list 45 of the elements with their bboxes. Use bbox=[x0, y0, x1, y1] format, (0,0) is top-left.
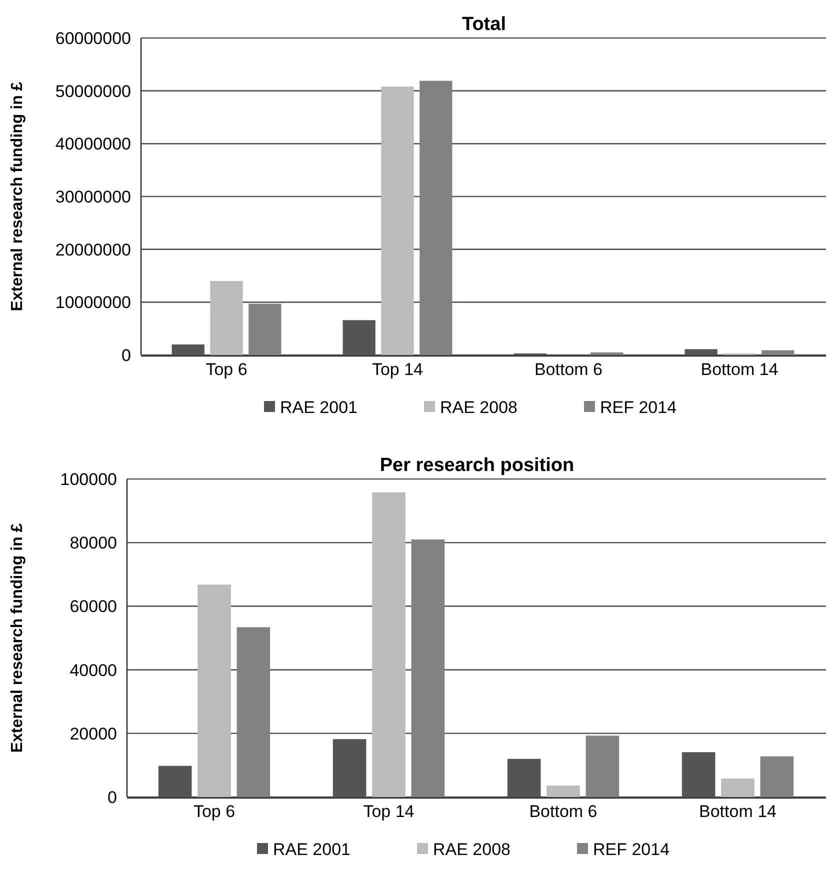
bar bbox=[721, 778, 754, 797]
bar bbox=[762, 350, 794, 355]
y-tick-label: 100000 bbox=[60, 470, 117, 489]
legend-label: RAE 2001 bbox=[280, 398, 358, 417]
x-tick-label: Top 14 bbox=[372, 360, 424, 379]
legend-label: RAE 2008 bbox=[440, 398, 518, 417]
x-tick-label: Top 6 bbox=[193, 802, 236, 821]
y-tick-label: 40000 bbox=[70, 660, 117, 680]
legend-label: RAE 2001 bbox=[273, 840, 350, 859]
y-tick-label: 20000 bbox=[70, 724, 117, 744]
y-axis-title: External research funding in £ bbox=[9, 523, 26, 753]
y-tick-label: 10000000 bbox=[55, 293, 131, 312]
chart-title: Total bbox=[462, 14, 506, 35]
bar bbox=[248, 304, 282, 355]
x-tick-label: Top 6 bbox=[206, 360, 248, 379]
y-tick-label: 60000 bbox=[70, 597, 117, 616]
x-tick-label: Bottom 14 bbox=[699, 802, 776, 821]
bar bbox=[586, 736, 620, 797]
y-tick-label: 0 bbox=[122, 346, 131, 365]
x-tick-label: Bottom 6 bbox=[534, 360, 603, 379]
bar bbox=[210, 281, 243, 355]
chart-title: Per research position bbox=[380, 455, 574, 476]
y-tick-label: 50000000 bbox=[55, 82, 131, 101]
y-tick-label: 60000000 bbox=[55, 28, 131, 48]
bar bbox=[372, 492, 406, 797]
legend-label: REF 2014 bbox=[593, 840, 670, 859]
bar bbox=[546, 786, 580, 797]
bar bbox=[236, 627, 270, 797]
bar bbox=[420, 80, 452, 355]
legend-label: REF 2014 bbox=[600, 398, 677, 417]
bar bbox=[411, 539, 445, 797]
x-tick-label: Bottom 6 bbox=[529, 802, 598, 821]
bar bbox=[760, 756, 794, 797]
y-tick-label: 30000000 bbox=[55, 187, 131, 206]
legend-label: RAE 2008 bbox=[433, 840, 510, 859]
y-tick-label: 80000 bbox=[70, 534, 117, 553]
y-tick-label: 40000000 bbox=[55, 134, 131, 154]
x-tick-label: Top 14 bbox=[363, 802, 414, 821]
bar bbox=[198, 584, 231, 797]
bar bbox=[381, 86, 414, 355]
y-axis-title: External research funding in £ bbox=[9, 82, 26, 312]
y-tick-label: 0 bbox=[108, 788, 117, 807]
x-tick-label: Bottom 14 bbox=[700, 360, 778, 379]
y-tick-label: 20000000 bbox=[55, 240, 131, 260]
bar bbox=[590, 352, 624, 355]
